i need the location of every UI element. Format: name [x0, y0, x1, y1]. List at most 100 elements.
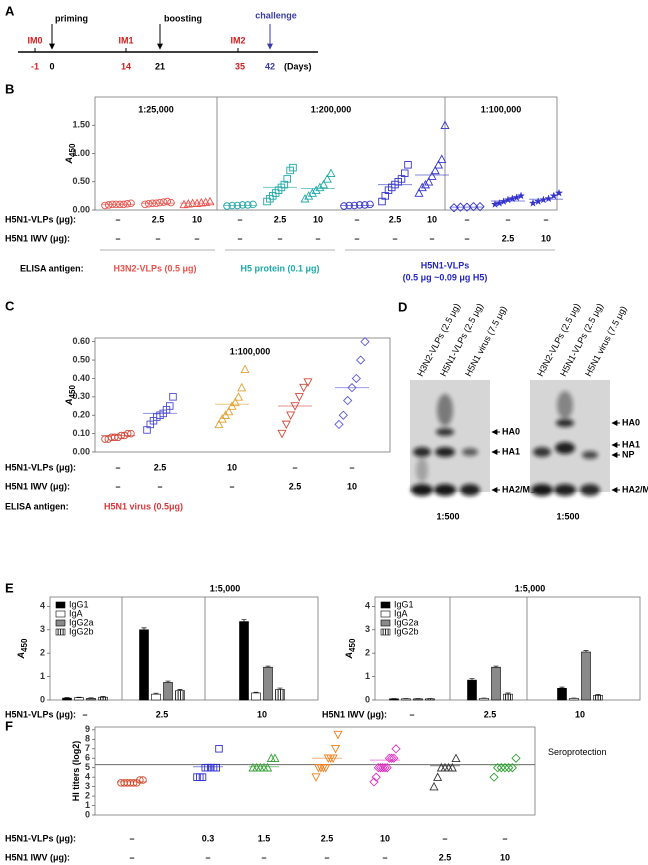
- antigen-label: ELISA antigen:: [5, 501, 69, 511]
- row-cell: –: [505, 214, 510, 224]
- legend-swatch: [380, 628, 391, 636]
- blot-band: [435, 447, 455, 457]
- y-tick-label: 2: [85, 790, 90, 800]
- data-point: [366, 200, 374, 209]
- data-point: [507, 763, 517, 773]
- data-point: [378, 763, 388, 773]
- data-point: [136, 776, 144, 784]
- bar: [275, 689, 285, 701]
- bar: [175, 690, 185, 701]
- data-point: [500, 763, 510, 773]
- data-point: [322, 174, 332, 183]
- row-cell: 2.5: [439, 852, 452, 862]
- row-cell: –: [155, 233, 160, 243]
- legend-swatch: [380, 610, 391, 618]
- antigen-name: H5N1-VLPs: [421, 260, 470, 270]
- data-point: [347, 383, 357, 393]
- data-point: [343, 395, 353, 406]
- blot-band: [531, 484, 553, 496]
- row-cell: –: [349, 462, 354, 472]
- data-point: [319, 179, 329, 189]
- data-point: [270, 753, 280, 762]
- data-point: [331, 745, 341, 754]
- antigen-detail: (0.5 μg ~0.09 μg H5): [403, 272, 488, 282]
- data-point: [440, 120, 450, 130]
- y-tick-label: 0.20: [72, 410, 90, 420]
- event-day: -1: [31, 61, 39, 71]
- reference-label: Seroprotection: [548, 747, 607, 757]
- bar: [139, 629, 149, 701]
- panel-label: C: [5, 298, 15, 313]
- y-tick-label: 0.30: [72, 391, 90, 401]
- data-point: [237, 382, 247, 392]
- data-point: [345, 201, 353, 210]
- data-point: [511, 753, 521, 763]
- error-bar: [165, 680, 171, 683]
- bar: [479, 698, 489, 701]
- data-point: [240, 364, 250, 374]
- data-point: [468, 201, 479, 212]
- band-label: HA1: [502, 446, 520, 456]
- row-cell: 10: [575, 709, 585, 719]
- row-cell: 2.5: [154, 462, 167, 472]
- data-point: [516, 191, 526, 200]
- bar: [491, 666, 501, 701]
- row-cell: 10: [257, 709, 267, 719]
- bar: [503, 693, 513, 701]
- row-cell: –: [324, 852, 329, 862]
- data-point: [451, 753, 461, 762]
- bar: [239, 621, 249, 701]
- row-cell: –: [129, 833, 134, 843]
- blot-band: [413, 447, 431, 457]
- row-cell: –: [194, 233, 199, 243]
- event-label: challenge: [255, 10, 297, 20]
- blot-band: [434, 484, 456, 496]
- row-cell: 10: [427, 214, 437, 224]
- y-axis-label: HI titers (log2): [71, 741, 81, 802]
- y-axis-label: A450: [64, 143, 77, 164]
- data-point: [281, 420, 291, 430]
- row-cell: 10: [192, 214, 202, 224]
- data-point: [539, 195, 548, 204]
- row-cell: –: [354, 214, 359, 224]
- data-point: [417, 182, 427, 192]
- legend-label: IgG2b: [69, 626, 94, 636]
- data-point: [361, 201, 369, 209]
- legend-swatch: [55, 628, 66, 636]
- section-label: 1:25,000: [138, 104, 174, 114]
- data-point: [299, 383, 309, 393]
- error-bar: [265, 665, 271, 668]
- row-label: H5N1-VLPs (μg):: [5, 214, 76, 224]
- row-cell: –: [502, 833, 507, 843]
- data-point: [123, 200, 132, 208]
- band-label: HA2/M1: [622, 484, 648, 494]
- data-point: [215, 745, 223, 753]
- row-cell: –: [277, 233, 282, 243]
- y-tick-label: 6: [85, 753, 90, 763]
- row-cell: –: [429, 233, 434, 243]
- error-bar: [505, 692, 511, 695]
- legend-swatch: [380, 601, 391, 609]
- dilution-label: 1:500: [436, 511, 459, 521]
- panel-label: B: [5, 81, 14, 96]
- data-point: [127, 429, 135, 438]
- band-label: HA2/M1: [502, 484, 535, 494]
- y-tick-label: 1: [85, 800, 90, 810]
- legend-label: IgG1: [394, 599, 414, 609]
- plot-frame: [94, 337, 391, 453]
- blot-band: [580, 484, 600, 496]
- y-tick-label: 4: [85, 772, 90, 782]
- y-tick-label: 0.00: [72, 446, 90, 456]
- row-cell: –: [315, 233, 320, 243]
- data-point: [495, 198, 504, 207]
- data-point: [129, 779, 138, 787]
- data-point: [112, 200, 120, 209]
- panel-label: D: [398, 299, 407, 314]
- data-point: [179, 199, 189, 209]
- blot-band: [533, 447, 551, 457]
- y-tick-label: 0: [365, 694, 370, 704]
- chart: 0.00 0.50 1.00 1.50 A450 B 1:25,000 1:200,000 1:…: [5, 81, 564, 282]
